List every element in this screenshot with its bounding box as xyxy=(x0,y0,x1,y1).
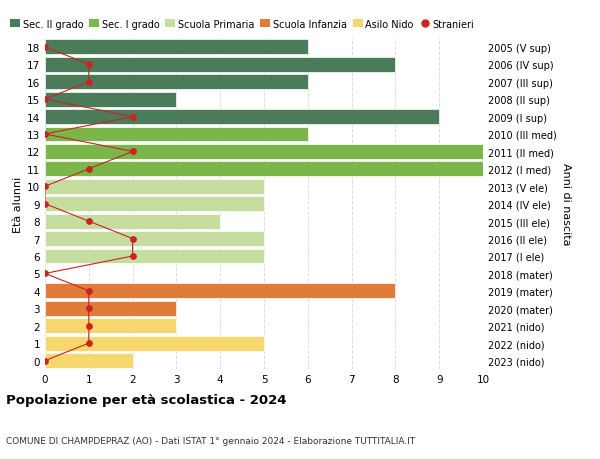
Point xyxy=(84,62,94,69)
Point xyxy=(40,357,50,364)
Bar xyxy=(45,301,176,316)
Legend: Sec. II grado, Sec. I grado, Scuola Primaria, Scuola Infanzia, Asilo Nido, Stran: Sec. II grado, Sec. I grado, Scuola Prim… xyxy=(6,16,478,34)
Point xyxy=(128,235,137,243)
Bar xyxy=(45,110,439,125)
Bar xyxy=(45,232,264,246)
Point xyxy=(84,166,94,173)
Point xyxy=(40,270,50,278)
Point xyxy=(84,340,94,347)
Point xyxy=(84,322,94,330)
Point xyxy=(84,305,94,312)
Point xyxy=(40,183,50,190)
Bar xyxy=(45,93,176,107)
Bar xyxy=(45,336,264,351)
Bar xyxy=(45,249,264,264)
Bar xyxy=(45,179,264,194)
Y-axis label: Età alunni: Età alunni xyxy=(13,176,23,232)
Bar xyxy=(45,127,308,142)
Bar xyxy=(45,40,308,55)
Bar xyxy=(45,197,264,212)
Bar xyxy=(45,145,527,159)
Bar xyxy=(45,353,133,368)
Point xyxy=(128,114,137,121)
Text: Popolazione per età scolastica - 2024: Popolazione per età scolastica - 2024 xyxy=(6,393,287,406)
Point xyxy=(40,131,50,138)
Point xyxy=(84,218,94,225)
Bar xyxy=(45,319,176,333)
Point xyxy=(84,79,94,86)
Y-axis label: Anni di nascita: Anni di nascita xyxy=(560,163,571,246)
Point xyxy=(128,253,137,260)
Point xyxy=(40,201,50,208)
Bar xyxy=(45,58,395,73)
Bar xyxy=(45,214,220,229)
Bar xyxy=(45,162,483,177)
Point xyxy=(40,44,50,51)
Point xyxy=(40,96,50,104)
Bar xyxy=(45,75,308,90)
Point xyxy=(128,148,137,156)
Point xyxy=(84,287,94,295)
Text: COMUNE DI CHAMPDEPRAZ (AO) - Dati ISTAT 1° gennaio 2024 - Elaborazione TUTTITALI: COMUNE DI CHAMPDEPRAZ (AO) - Dati ISTAT … xyxy=(6,436,415,445)
Bar xyxy=(45,284,395,299)
